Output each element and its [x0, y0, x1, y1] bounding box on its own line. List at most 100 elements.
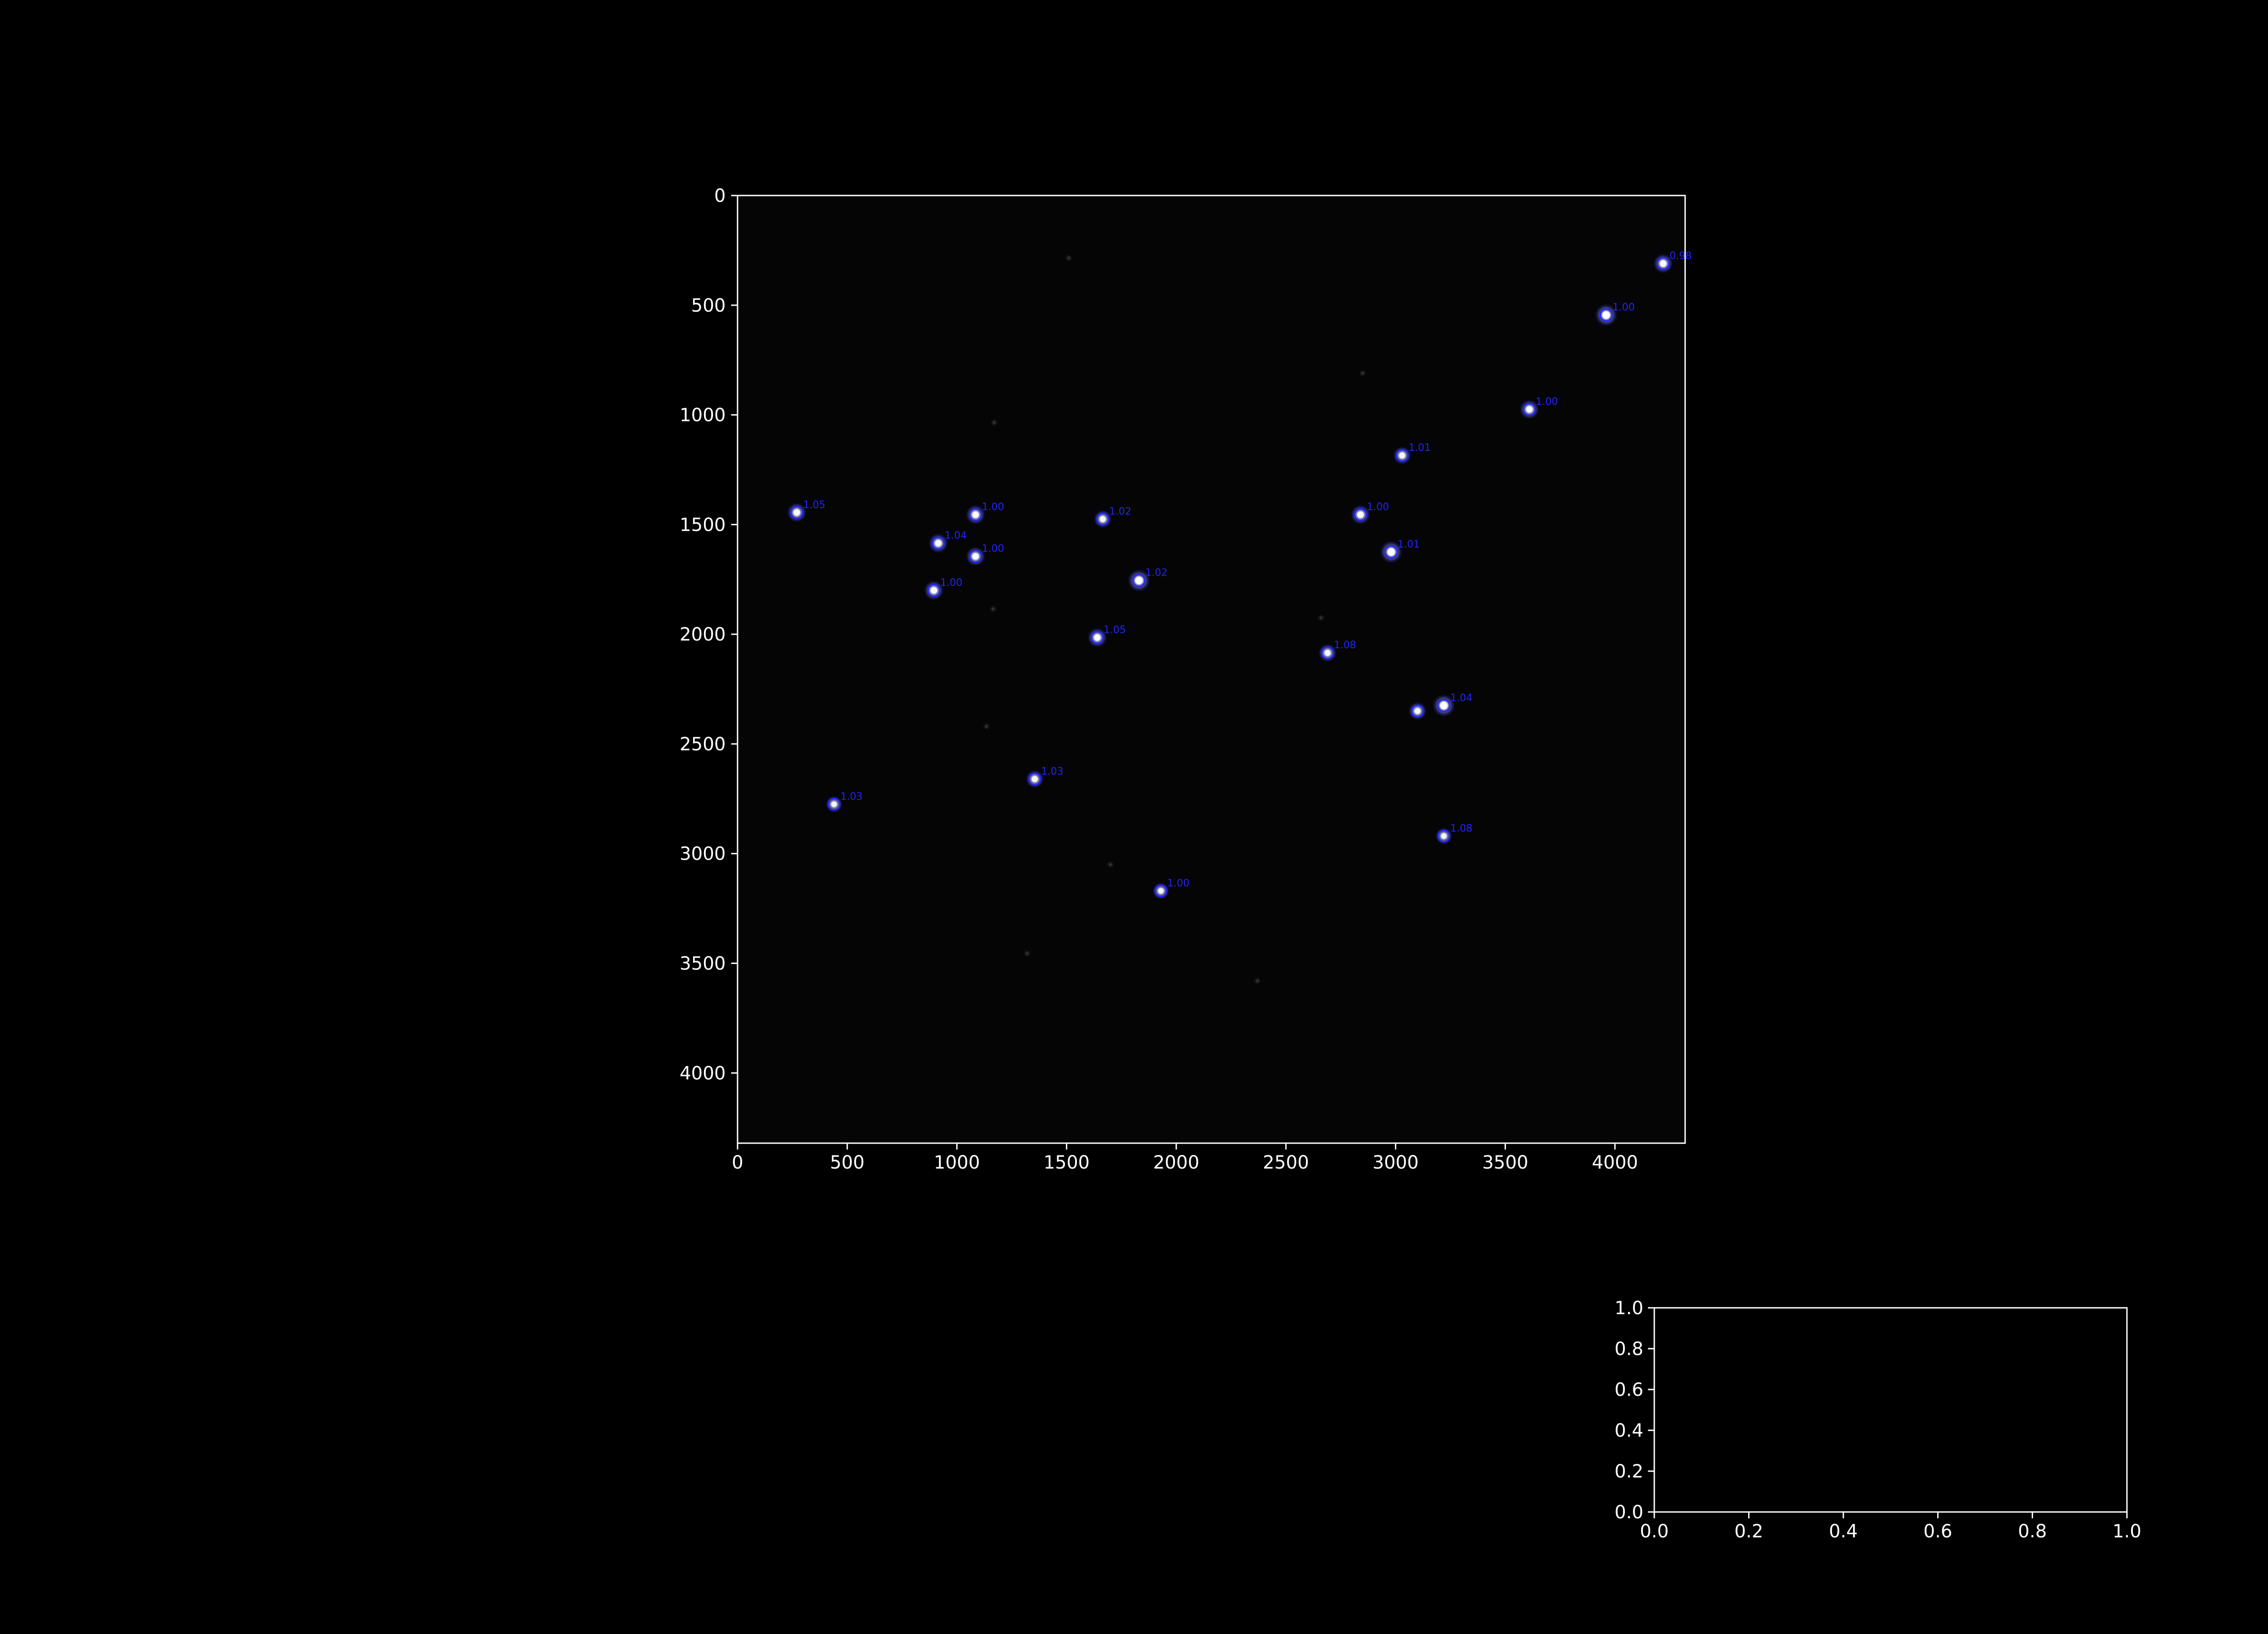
star-detection: 1.01	[1379, 539, 1420, 563]
star-core	[1399, 452, 1405, 459]
x-tick-label: 0.4	[1829, 1521, 1858, 1542]
y-tick-label: 0.4	[1614, 1420, 1643, 1441]
star-marker-circle	[1437, 829, 1451, 843]
star-marker-circle	[969, 508, 982, 522]
star-marker-circle	[827, 797, 841, 811]
star-label: 1.08	[1450, 823, 1472, 834]
y-tick-label: 0.8	[1614, 1339, 1643, 1360]
star-detection: 1.04	[928, 530, 967, 553]
main-image-axes: 0.98 1.00 1.00 1.01 1.05 1.00 1.02 1.00 1.04 1.00…	[679, 186, 1691, 1173]
star-marker-circle	[1411, 704, 1424, 718]
y-tick-label: 0.2	[1614, 1461, 1643, 1482]
star-marker-circle	[1096, 512, 1110, 526]
star-marker-circle	[1523, 402, 1536, 416]
main-axes-frame	[737, 195, 1686, 1144]
faint-sources-layer	[982, 253, 1368, 986]
y-tick-label: 3000	[679, 844, 726, 865]
faint-source	[1253, 976, 1262, 986]
star-core	[1602, 311, 1610, 319]
star-marker-circle	[1321, 646, 1334, 660]
x-tick-label: 1.0	[2112, 1521, 2141, 1542]
star-detection: 1.00	[924, 577, 963, 601]
y-tick-label: 500	[691, 295, 726, 316]
x-tick-label: 1000	[934, 1152, 980, 1173]
star-core	[1440, 701, 1448, 709]
x-tick-label: 500	[830, 1152, 865, 1173]
star-detection: 1.00	[1594, 302, 1635, 327]
star-core	[972, 553, 979, 560]
star-label: 1.00	[982, 502, 1004, 513]
faint-source	[989, 418, 999, 427]
star-core	[930, 587, 938, 594]
faint-source	[1106, 860, 1115, 869]
star-detection: 1.00	[1519, 396, 1558, 420]
y-tick-label: 1.0	[1614, 1298, 1643, 1319]
star-detection: 1.04	[1432, 692, 1472, 717]
y-tick-label: 2000	[679, 624, 726, 645]
star-label: 1.05	[1104, 624, 1126, 636]
star-detection: 1.08	[1435, 823, 1472, 845]
star-detection: 1.00	[965, 543, 1004, 567]
y-tick-label: 1000	[679, 405, 726, 426]
star-marker-circle	[931, 536, 945, 550]
star-label: 1.00	[1536, 396, 1558, 407]
y-tick-label: 2500	[679, 734, 726, 755]
x-tick-label: 3500	[1482, 1152, 1529, 1173]
star-label: 1.04	[1450, 692, 1472, 704]
star-detection: 1.03	[826, 791, 863, 813]
star-label: 0.98	[1670, 250, 1692, 262]
detected-stars-layer: 0.98 1.00 1.00 1.01 1.05 1.00 1.02 1.00 1.04 1.00…	[787, 250, 1692, 900]
star-marker-circle	[969, 549, 982, 563]
star-core	[1660, 260, 1667, 267]
star-core	[1100, 516, 1106, 523]
star-core	[1135, 577, 1143, 585]
star-core	[1414, 708, 1421, 714]
y-tick-label: 0.6	[1614, 1380, 1643, 1400]
inset-empty-axes: 0.0 0.2 0.4 0.6 0.8 1.0 0.0 0.2 0.4 0.6 0.8 1.0	[1614, 1298, 2141, 1542]
star-detection: 1.01	[1393, 442, 1431, 465]
main-y-axis-ticks: 0 500 1000 1500 2000 2500 3000 3500 4000	[679, 186, 738, 1084]
star-detection: 1.05	[1087, 624, 1126, 648]
star-label: 1.08	[1334, 640, 1356, 651]
star-core	[831, 801, 837, 807]
star-label: 1.03	[841, 791, 863, 802]
y-tick-label: 0.0	[1614, 1502, 1643, 1523]
star-detection: 1.08	[1318, 640, 1356, 662]
star-marker-circle	[790, 506, 804, 519]
star-marker-circle	[1395, 449, 1409, 462]
y-tick-label: 4000	[679, 1063, 726, 1084]
main-image-area	[738, 196, 1685, 1143]
star-label: 1.00	[982, 543, 1004, 554]
star-core	[1031, 776, 1038, 783]
star-core	[1441, 833, 1447, 839]
star-detection: 0.98	[1653, 250, 1692, 274]
faint-source	[1064, 253, 1074, 263]
star-marker-circle	[1028, 772, 1041, 786]
star-label: 1.00	[1167, 878, 1189, 889]
star-label: 1.04	[944, 530, 967, 541]
star-label: 1.03	[1041, 766, 1063, 777]
inset-axes-frame	[1653, 1307, 2128, 1513]
star-detection: 1.05	[787, 499, 826, 523]
y-tick-label: 0	[714, 186, 726, 206]
star-label: 1.00	[1367, 502, 1389, 513]
x-tick-label: 2000	[1153, 1152, 1199, 1173]
x-tick-label: 0	[732, 1152, 743, 1173]
star-core	[1158, 888, 1164, 894]
star-marker-circle	[1657, 257, 1670, 270]
x-tick-label: 0.0	[1640, 1521, 1669, 1542]
star-detection: 1.03	[1025, 766, 1063, 788]
x-tick-label: 1500	[1043, 1152, 1090, 1173]
star-label: 1.01	[1408, 442, 1431, 454]
x-tick-label: 0.8	[2018, 1521, 2047, 1542]
x-tick-label: 2500	[1263, 1152, 1309, 1173]
x-tick-label: 0.6	[1923, 1521, 1952, 1542]
y-tick-label: 1500	[679, 514, 726, 535]
star-detection: 1.00	[965, 502, 1004, 525]
star-core	[1387, 548, 1395, 556]
y-tick-label: 3500	[679, 953, 726, 974]
star-marker-circle	[1132, 574, 1146, 587]
star-label: 1.05	[803, 499, 826, 511]
star-core	[1094, 634, 1101, 641]
